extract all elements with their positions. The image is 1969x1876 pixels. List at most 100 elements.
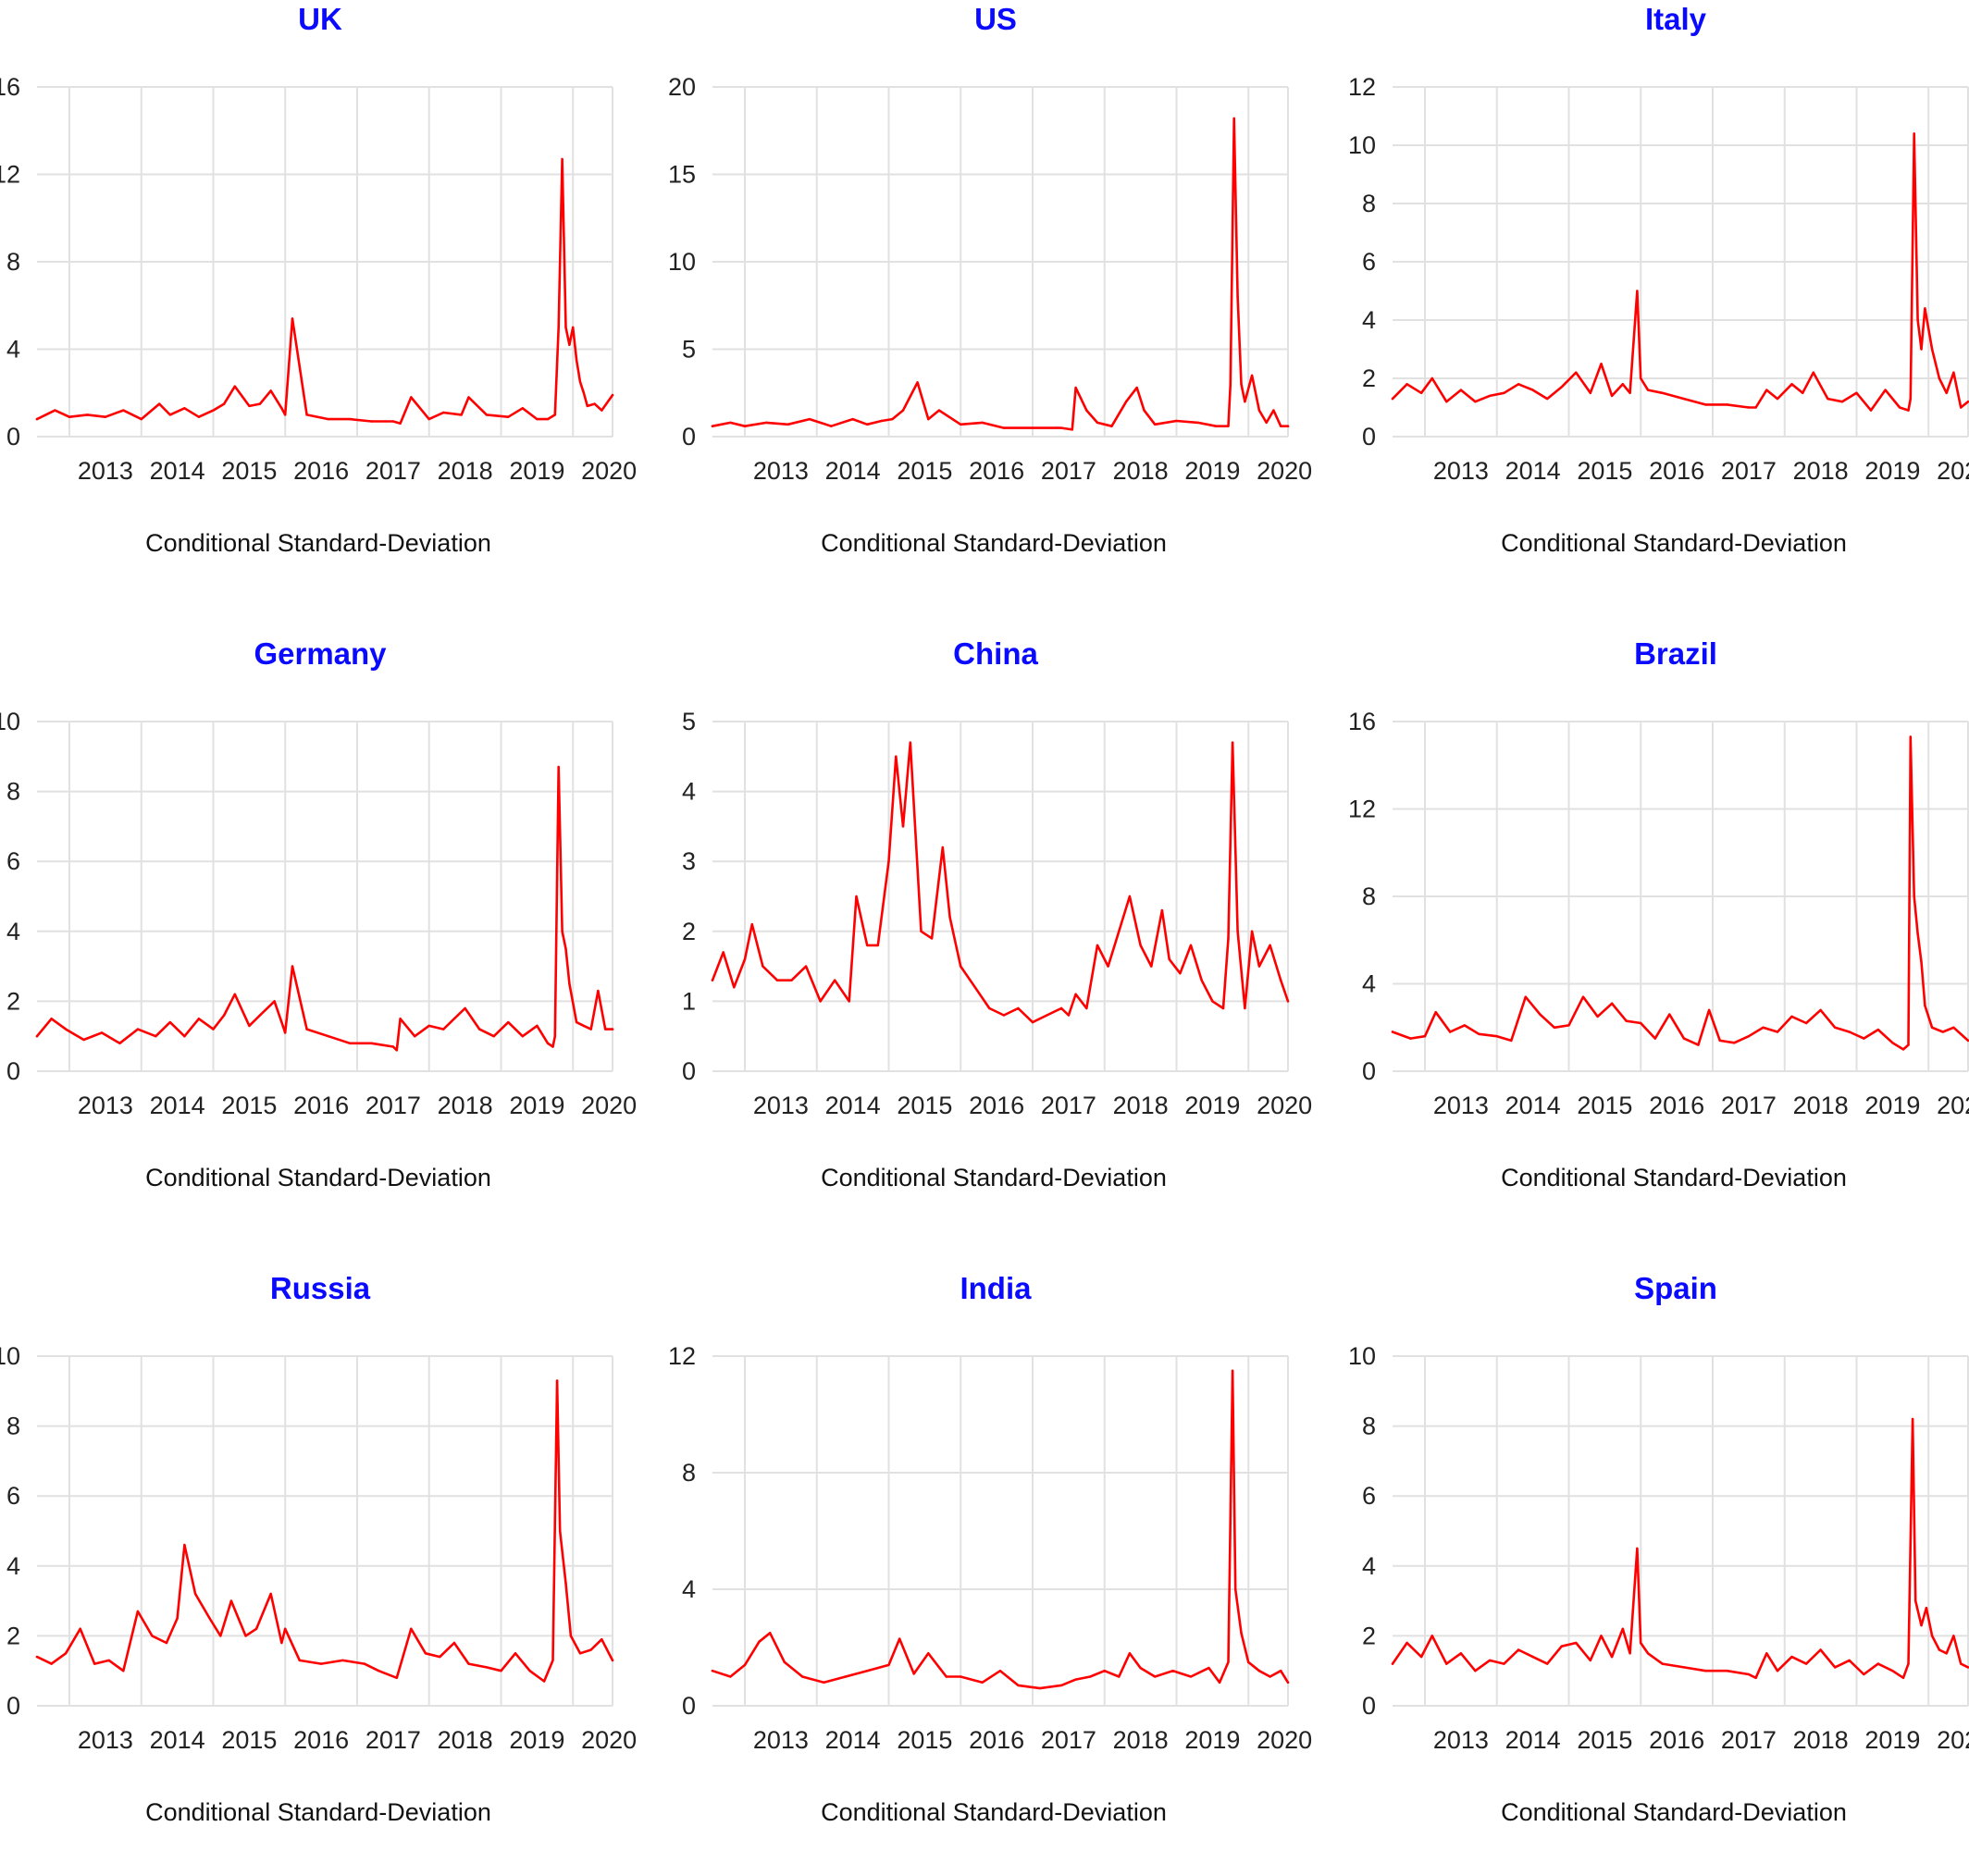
data-point: [1640, 376, 1642, 380]
y-tick-label: 0: [682, 1692, 696, 1720]
chart-title: Italy: [1645, 2, 1707, 36]
data-point: [758, 1640, 761, 1643]
data-point: [941, 845, 944, 849]
data-point: [122, 1670, 125, 1672]
data-point: [912, 1672, 915, 1675]
data-point: [284, 413, 287, 416]
data-point: [193, 1592, 197, 1596]
data-point: [559, 1529, 562, 1533]
x-tick-label: 2014: [1505, 1726, 1561, 1754]
data-point: [284, 1627, 287, 1630]
y-tick-label: 16: [1348, 708, 1376, 735]
data-point: [183, 1035, 186, 1038]
data-point: [1762, 1026, 1765, 1029]
data-point: [568, 343, 571, 346]
data-point: [298, 1659, 301, 1662]
data-point: [456, 1014, 459, 1017]
x-axis-label: Conditional Standard-Deviation: [145, 1164, 491, 1191]
data-point: [765, 421, 768, 425]
data-point: [1966, 1666, 1969, 1669]
x-tick-label: 2014: [150, 1726, 205, 1754]
y-tick-label: 8: [6, 248, 20, 276]
chart-panel-india: India 0 4 8 12 2013 2014 2015 2016 2017 2018 2019 20…: [668, 1269, 1355, 1876]
data-point: [1244, 1006, 1246, 1010]
data-point: [786, 423, 789, 426]
x-axis-label: Conditional Standard-Deviation: [1501, 1798, 1847, 1826]
data-point: [1916, 318, 1919, 322]
data-point: [1085, 409, 1088, 412]
data-point: [711, 1670, 714, 1672]
x-tick-label: 2015: [897, 1726, 952, 1754]
x-axis-label: Conditional Standard-Deviation: [821, 1164, 1167, 1191]
data-point: [930, 937, 934, 940]
chart-panel-uk: UK 0 4 8 12 16 2013 2014 2015 2016 2017 2018 2019 202…: [0, 0, 679, 607]
y-tick-label: 8: [682, 1459, 696, 1487]
data-point: [1891, 1042, 1894, 1044]
data-point: [414, 1035, 416, 1038]
y-tick-label: 0: [6, 1692, 20, 1720]
data-point: [1790, 383, 1793, 386]
x-tick-label: 2019: [1184, 1092, 1240, 1119]
data-point: [769, 1632, 772, 1635]
data-point: [1697, 1043, 1700, 1046]
data-point: [1488, 394, 1492, 398]
y-tick-label: 6: [6, 847, 20, 875]
y-tick-label: 5: [682, 336, 696, 364]
data-point: [553, 1035, 556, 1038]
data-point: [370, 420, 373, 423]
chart-svg-germany: Germany 0 2 4 6 8 10 2013 2014 2015 2016 2017 2018 20…: [0, 636, 637, 1191]
x-tick-label: 2019: [1184, 1726, 1240, 1754]
data-point: [880, 419, 883, 423]
data-point: [1812, 371, 1814, 374]
data-point: [1920, 960, 1923, 964]
data-point: [553, 413, 556, 416]
data-point: [783, 1660, 786, 1663]
data-point: [611, 1659, 614, 1662]
data-point: [564, 947, 567, 950]
y-tick-label: 4: [682, 1575, 696, 1603]
data-point: [514, 1652, 517, 1655]
y-tick-label: 15: [668, 161, 696, 189]
data-point: [1819, 1008, 1822, 1012]
data-point: [586, 404, 588, 408]
data-point: [909, 741, 911, 744]
data-point: [370, 1042, 373, 1044]
x-tick-label: 2018: [1793, 457, 1849, 485]
data-point: [589, 1028, 592, 1031]
x-tick-label: 2017: [365, 457, 421, 485]
chart-title: Brazil: [1634, 636, 1717, 671]
y-tick-label: 8: [1362, 882, 1376, 910]
data-point: [733, 986, 736, 989]
x-tick-label: 2019: [1864, 457, 1920, 485]
data-point: [363, 1662, 365, 1665]
data-point: [273, 1000, 276, 1003]
data-point: [1503, 391, 1505, 394]
x-tick-label: 2014: [150, 457, 205, 485]
data-point: [284, 1031, 287, 1034]
series-line-china: [711, 741, 1290, 1024]
data-point: [1840, 401, 1844, 403]
chart-panel-italy: Italy 0 2 4 6 8 10 12 2013 2014 2015 2016 2017 2018 20…: [1348, 0, 1969, 607]
data-point: [1474, 1670, 1477, 1672]
data-point: [536, 417, 539, 421]
data-point: [1747, 1672, 1751, 1676]
y-tick-label: 8: [6, 1413, 20, 1440]
x-tick-label: 2016: [293, 1726, 349, 1754]
data-point: [1640, 1021, 1642, 1025]
data-point: [898, 1637, 901, 1640]
data-point: [1017, 1684, 1020, 1687]
data-point: [1154, 1675, 1157, 1678]
data-point: [1966, 401, 1969, 403]
data-point: [1941, 1031, 1944, 1033]
data-point: [1938, 1648, 1941, 1651]
data-point: [410, 1627, 413, 1630]
y-tick-label: 0: [682, 423, 696, 450]
data-point: [233, 993, 236, 995]
x-tick-label: 2016: [1649, 1092, 1704, 1119]
y-tick-label: 12: [1348, 73, 1376, 101]
data-point: [1876, 1662, 1879, 1665]
data-point: [1907, 1662, 1910, 1665]
chart-title: Germany: [254, 636, 387, 671]
y-tick-label: 10: [668, 248, 696, 276]
chart-title: Russia: [270, 1271, 371, 1305]
